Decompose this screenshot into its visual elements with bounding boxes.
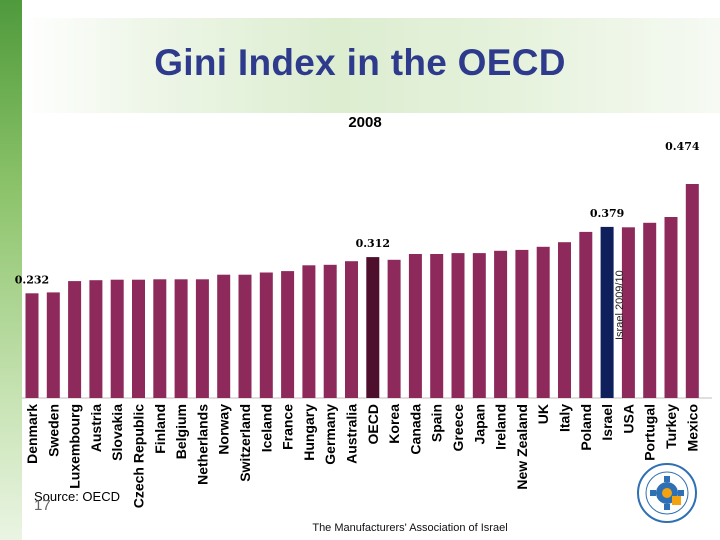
bar-norway: [217, 274, 231, 398]
category-label-netherlands: Netherlands: [194, 404, 210, 485]
bar-poland: [579, 231, 593, 398]
bar-usa: [621, 227, 635, 398]
data-label-oecd: 0.312: [356, 237, 390, 250]
bar-iceland: [259, 272, 273, 398]
category-label-new-zealand: New Zealand: [514, 404, 530, 490]
bar-switzerland: [238, 274, 252, 398]
category-label-slovakia: Slovakia: [109, 404, 125, 461]
bar-spain: [430, 254, 444, 398]
category-label-finland: Finland: [152, 404, 168, 454]
bar-canada: [408, 254, 422, 398]
bar-korea: [387, 259, 401, 398]
bar-france: [281, 271, 295, 398]
category-label-usa: USA: [620, 404, 636, 434]
bar-belgium: [174, 279, 188, 398]
left-decor-strip: [0, 0, 22, 540]
category-label-israel: Israel: [599, 404, 615, 441]
category-label-iceland: Iceland: [258, 404, 274, 452]
bar-japan: [472, 253, 486, 398]
bar-ireland: [494, 250, 508, 398]
bar-netherlands: [195, 279, 209, 398]
bar-germany: [323, 264, 337, 398]
footer-text: The Manufacturers' Association of Israel: [312, 522, 508, 534]
category-label-austria: Austria: [88, 404, 104, 452]
bar-slovakia: [110, 279, 124, 398]
title-band: [22, 18, 720, 113]
bar-mexico: [685, 184, 699, 398]
source-note: Source: OECD: [34, 489, 120, 504]
category-label-turkey: Turkey: [663, 404, 679, 449]
category-label-oecd: OECD: [365, 404, 381, 444]
category-label-korea: Korea: [386, 404, 402, 444]
category-label-germany: Germany: [322, 404, 338, 465]
category-label-denmark: Denmark: [24, 404, 40, 464]
category-label-ireland: Ireland: [493, 404, 509, 450]
category-labels: Denmark Sweden Luxembourg Austria Slovakia Cz…: [24, 404, 700, 508]
bar-new-zealand: [515, 249, 529, 398]
category-label-canada: Canada: [407, 404, 423, 455]
data-labels: 0.232 0.312 0.379 0.474 Israel 2009/10: [15, 140, 700, 340]
category-label-mexico: Mexico: [684, 404, 700, 451]
bar-uk: [536, 246, 550, 398]
bar-sweden: [46, 292, 60, 398]
slide-number: 17: [34, 497, 51, 514]
bar-denmark: [25, 293, 39, 398]
category-label-luxembourg: Luxembourg: [67, 404, 83, 489]
bar-luxembourg: [68, 281, 82, 398]
category-label-greece: Greece: [450, 404, 466, 452]
bar-finland: [153, 279, 167, 398]
data-label-mexico: 0.474: [665, 140, 700, 153]
bar-portugal: [643, 222, 657, 398]
bar-australia: [345, 261, 358, 398]
category-label-poland: Poland: [578, 404, 594, 451]
category-label-hungary: Hungary: [301, 404, 317, 461]
data-label-denmark: 0.232: [15, 273, 49, 286]
annotation-israel: Israel 2009/10: [614, 270, 626, 340]
bar-turkey: [664, 217, 678, 398]
category-label-sweden: Sweden: [45, 404, 61, 457]
slide-title: Gini Index in the OECD: [154, 42, 566, 83]
category-label-belgium: Belgium: [173, 404, 189, 459]
bars-group: [25, 184, 699, 398]
bar-oecd: [366, 257, 380, 398]
category-label-italy: Italy: [557, 404, 573, 432]
category-label-japan: Japan: [471, 404, 487, 444]
bar-greece: [451, 253, 465, 398]
bar-hungary: [302, 265, 316, 398]
category-label-uk: UK: [535, 404, 551, 424]
bar-czech-republic: [132, 279, 145, 398]
category-label-australia: Australia: [344, 404, 360, 464]
bar-israel: [600, 226, 614, 398]
category-label-portugal: Portugal: [642, 404, 658, 461]
category-label-spain: Spain: [429, 404, 445, 442]
bar-austria: [89, 280, 103, 398]
category-label-france: France: [280, 404, 296, 450]
chart-title: 2008: [348, 114, 381, 131]
category-label-czech-republic: Czech Republic: [131, 404, 147, 508]
category-label-switzerland: Switzerland: [237, 404, 253, 482]
bar-italy: [558, 242, 571, 398]
data-label-israel: 0.379: [590, 207, 624, 220]
association-logo-icon: [637, 463, 697, 523]
category-label-norway: Norway: [216, 404, 232, 455]
